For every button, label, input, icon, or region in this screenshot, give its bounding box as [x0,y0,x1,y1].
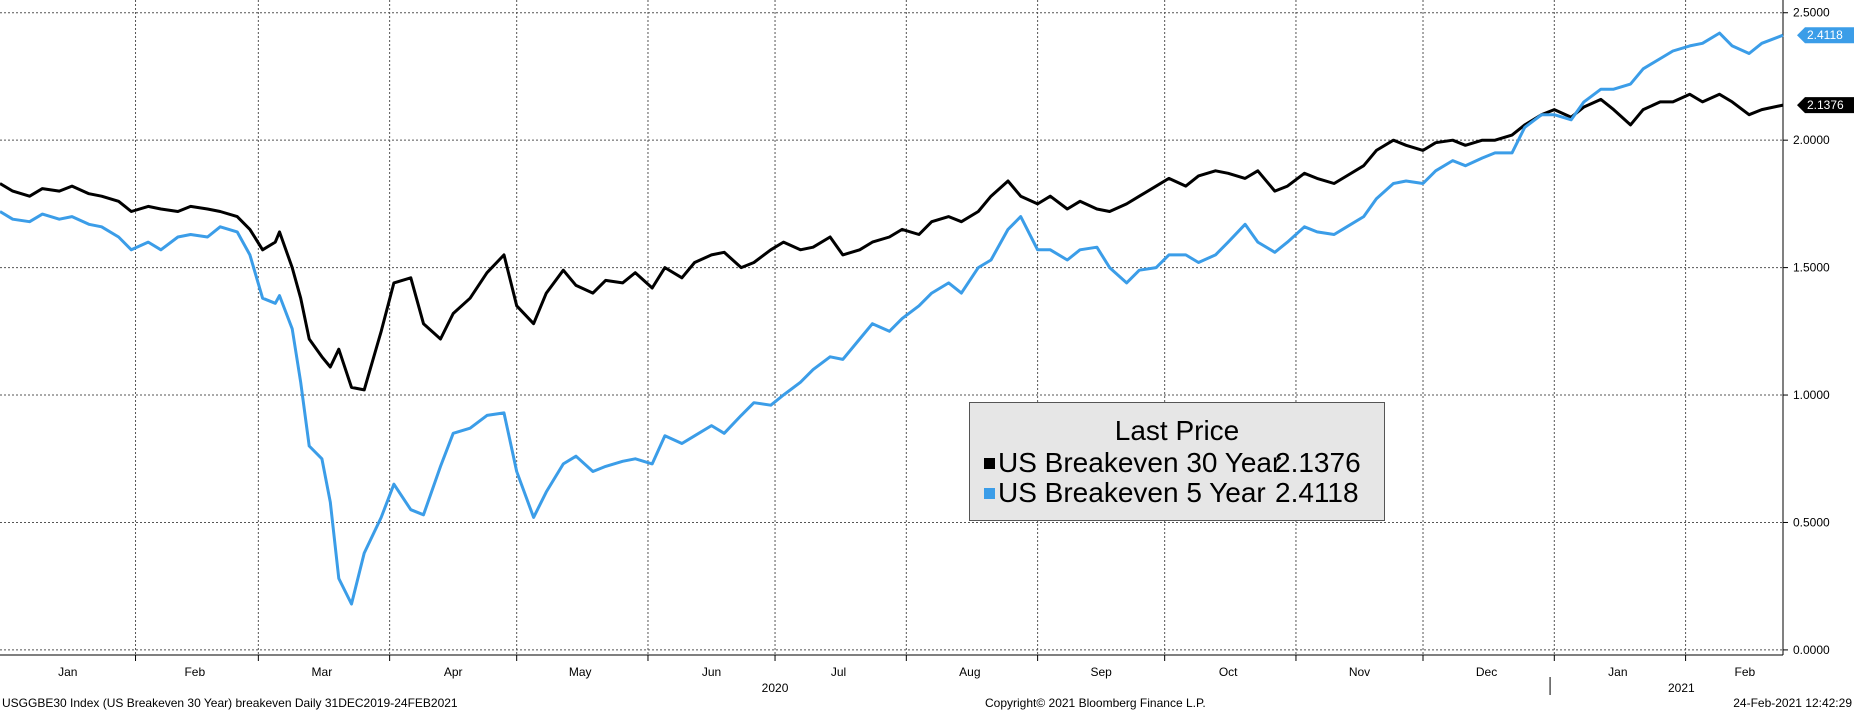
x-tick-label: Feb [184,665,205,679]
y-tick-label: 1.0000 [1793,388,1830,402]
footer: USGGBE30 Index (US Breakeven 30 Year) br… [0,696,1854,714]
y-tick-label: 0.5000 [1793,515,1830,529]
series-line-5y [0,31,1784,606]
x-tick-label: May [569,665,592,679]
x-tick-label: Apr [444,665,463,679]
line-chart: 2.5000 2.0000 1.5000 1.0000 0.5000 0.0000 Jan F… [0,0,1854,695]
footer-timestamp: 24-Feb-2021 12:42:29 [1733,696,1852,710]
x-tick-label: Aug [959,665,980,679]
series-lines [0,31,1784,606]
legend-label-30y: US Breakeven 30 Year [998,447,1282,478]
x-tick-label: Jul [831,665,846,679]
legend-box: Last Price US Breakeven 30 Year 2.1376 US… [969,402,1385,521]
legend-swatch-5y [984,488,995,499]
footer-copyright: Copyright© 2021 Bloomberg Finance L.P. [985,696,1206,710]
legend-value-5y: 2.4118 [1275,477,1359,508]
y-tick-label: 2.5000 [1793,6,1830,20]
x-tick-label: Mar [312,665,333,679]
legend-value-30y: 2.1376 [1275,447,1361,478]
legend-title: Last Price [1114,415,1240,446]
last-value-tag-30y: 2.1376 [1797,97,1854,114]
last-value-tag-5y: 2.4118 [1797,27,1854,44]
legend-entry-5y: US Breakeven 5 Year 2.4118 [984,477,1359,509]
last-value-tag-bg [1797,97,1854,114]
x-tick-label: Jun [702,665,721,679]
axis-labels: 2.5000 2.0000 1.5000 1.0000 0.5000 0.0000 Jan F… [58,6,1854,695]
y-tick-label: 1.5000 [1793,261,1830,275]
year-label: 2020 [762,681,789,695]
y-tick-label: 0.0000 [1793,643,1830,657]
last-value-tag-label: 2.1376 [1807,98,1844,112]
legend-swatch-30y [984,458,995,469]
series-line-30y [0,92,1784,392]
x-tick-label: Jan [1608,665,1627,679]
y-tick-label: 2.0000 [1793,133,1830,147]
x-tick-label: Dec [1476,665,1497,679]
x-tick-label: Oct [1219,665,1238,679]
legend-entry-30y: US Breakeven 30 Year 2.1376 [984,447,1361,479]
last-value-tag-label: 2.4118 [1807,28,1843,42]
x-tick-label: Nov [1349,665,1370,679]
legend-label-5y: US Breakeven 5 Year [998,477,1266,508]
x-tick-label: Jan [58,665,77,679]
last-value-tag-bg [1797,27,1854,44]
footer-source: USGGBE30 Index (US Breakeven 30 Year) br… [2,696,458,710]
axes [0,0,1788,695]
x-tick-label: Sep [1090,665,1112,679]
year-label: 2021 [1668,681,1695,695]
x-tick-label: Feb [1735,665,1756,679]
